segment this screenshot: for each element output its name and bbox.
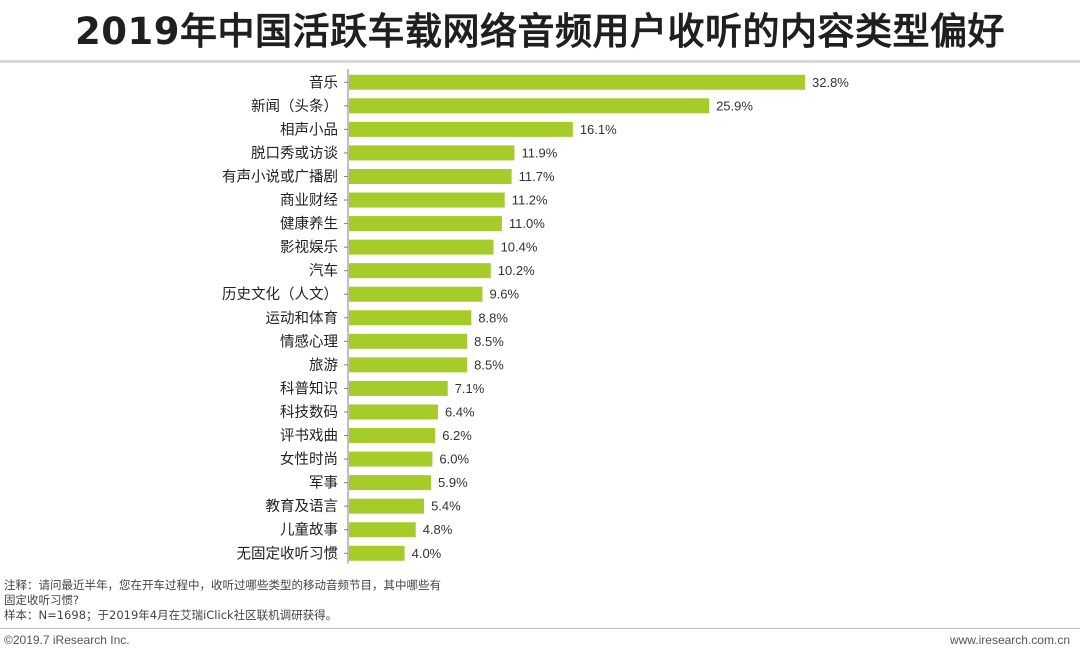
value-label: 7.1% <box>455 381 485 396</box>
category-label: 科技数码 <box>280 404 338 421</box>
footer-divider <box>0 628 1080 629</box>
bar <box>349 357 468 373</box>
bar-chart: 音乐 32.8% 新闻（头条） 25.9% 相声小品 16.1% 脱口秀或访谈 11.9% 有声… <box>222 69 849 564</box>
bar <box>349 522 416 538</box>
value-label: 32.8% <box>812 75 849 90</box>
bar <box>349 168 512 184</box>
value-label: 25.9% <box>716 98 753 113</box>
category-label: 军事 <box>309 475 338 492</box>
value-label: 16.1% <box>580 122 617 137</box>
category-label: 旅游 <box>309 357 338 374</box>
value-label: 8.5% <box>474 357 504 372</box>
category-label: 新闻（头条） <box>251 98 338 115</box>
bar <box>349 286 483 302</box>
value-label: 8.8% <box>478 310 508 325</box>
bar <box>349 310 472 326</box>
category-label: 音乐 <box>309 74 338 91</box>
bar <box>349 475 432 491</box>
bar <box>349 121 573 137</box>
category-label: 女性时尚 <box>280 450 338 468</box>
bar <box>349 333 468 349</box>
value-label: 9.6% <box>489 287 519 302</box>
category-label: 脱口秀或访谈 <box>251 145 338 162</box>
value-label: 6.4% <box>445 404 475 419</box>
value-label: 10.2% <box>498 263 535 278</box>
category-label: 商业财经 <box>280 192 338 209</box>
bar <box>349 263 491 279</box>
category-label: 运动和体育 <box>266 310 339 327</box>
value-label: 8.5% <box>474 334 504 349</box>
value-label: 10.4% <box>501 240 538 255</box>
value-label: 4.8% <box>423 522 453 537</box>
website: www.iresearch.com.cn <box>949 633 1070 647</box>
bar <box>349 145 515 161</box>
value-label: 11.9% <box>521 145 557 160</box>
value-label: 5.9% <box>438 475 468 490</box>
bar <box>349 216 502 232</box>
value-label: 11.0% <box>509 216 545 231</box>
bar <box>349 451 433 467</box>
value-label: 11.2% <box>512 193 548 208</box>
bar <box>349 380 448 396</box>
value-label: 11.7% <box>519 169 555 184</box>
note-line-2: 固定收听习惯? <box>4 593 80 607</box>
category-label: 健康养生 <box>280 216 338 233</box>
category-label: 科普知识 <box>280 380 338 397</box>
value-label: 4.0% <box>412 546 442 561</box>
category-label: 无固定收听习惯 <box>237 545 339 562</box>
bar <box>349 428 436 444</box>
category-label: 历史文化（人文） <box>222 286 338 303</box>
category-label: 相声小品 <box>280 120 338 138</box>
chart-title: 2019年中国活跃车载网络音频用户收听的内容类型偏好 <box>75 10 1005 53</box>
title-divider <box>0 60 1080 63</box>
notes: 注释：请问最近半年，您在开车过程中，收听过哪些类型的移动音频节目，其中哪些有 固… <box>4 578 441 623</box>
bar <box>349 74 805 90</box>
bar <box>349 545 405 561</box>
copyright: ©2019.7 iResearch Inc. <box>4 633 130 647</box>
bar <box>349 239 494 255</box>
category-label: 教育及语言 <box>266 498 339 515</box>
value-label: 6.0% <box>439 452 469 467</box>
category-label: 影视娱乐 <box>280 239 338 256</box>
bar <box>349 498 425 514</box>
bar <box>349 192 505 208</box>
value-label: 6.2% <box>442 428 472 443</box>
note-line-1: 注释：请问最近半年，您在开车过程中，收听过哪些类型的移动音频节目，其中哪些有 <box>4 578 441 592</box>
value-label: 5.4% <box>431 499 461 514</box>
category-label: 情感心理 <box>280 333 338 350</box>
bar <box>349 404 438 420</box>
bar <box>349 98 710 114</box>
category-label: 有声小说或广播剧 <box>222 167 338 185</box>
sample-line: 样本：N=1698；于2019年4月在艾瑞iClick社区联机调研获得。 <box>4 608 338 622</box>
category-label: 儿童故事 <box>280 521 338 539</box>
category-label: 评书戏曲 <box>280 428 338 445</box>
category-label: 汽车 <box>309 263 338 280</box>
